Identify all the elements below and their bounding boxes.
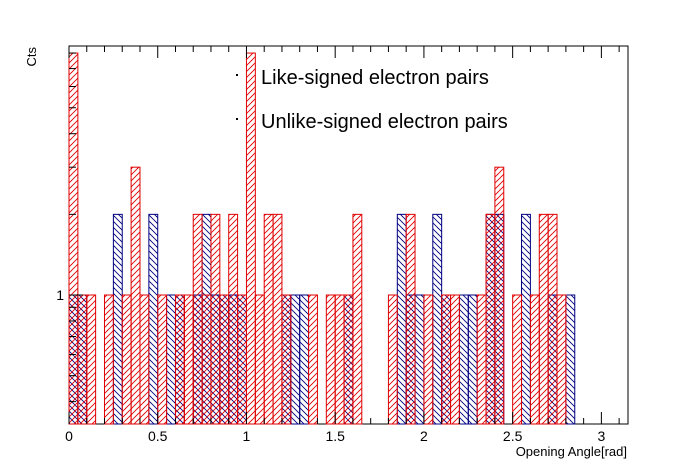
bar-unlike-signed-35 (529, 294, 540, 425)
legend: Like-signed electron pairs Unlike-signed… (236, 67, 508, 133)
bar-unlike-signed-22 (325, 294, 336, 425)
bar-unlike-signed-18 (263, 213, 274, 425)
y-axis-ticks: 1 (56, 52, 83, 403)
bar-like-signed-22 (467, 294, 478, 425)
bar-like-signed-18 (414, 294, 425, 425)
bar-like-signed-14 (299, 294, 310, 425)
bar-unlike-signed-3 (103, 294, 114, 425)
bar-like-signed-19 (432, 213, 443, 425)
bar-unlike-signed-29 (441, 294, 452, 425)
bar-unlike-signed-31 (476, 294, 487, 425)
bar-unlike-signed-24 (343, 294, 354, 425)
bar-unlike-signed-13 (219, 294, 230, 425)
bar-unlike-signed-33 (494, 166, 505, 425)
bar-unlike-signed-15 (237, 294, 247, 425)
legend-label-unlike-signed: Unlike-signed electron pairs (261, 111, 508, 133)
bar-unlike-signed-8 (174, 294, 185, 425)
bar-unlike-signed-1 (77, 294, 88, 425)
bar-unlike-signed-11 (201, 294, 212, 425)
bar-unlike-signed-27 (405, 213, 416, 425)
legend-marker-unlike-signed (236, 118, 238, 120)
x-tick-label-0: 0 (65, 428, 73, 444)
x-tick-label-2: 1 (243, 428, 251, 444)
bar-unlike-signed-25 (352, 213, 363, 425)
legend-marker-like-signed (236, 74, 238, 76)
x-tick-label-3: 1.5 (325, 428, 345, 444)
bar-unlike-signed-23 (334, 294, 345, 425)
y-tick-label-0: 1 (56, 287, 64, 303)
y-axis-title: Cts (24, 47, 39, 67)
x-tick-label-4: 2 (420, 428, 428, 444)
bar-like-signed-21 (458, 294, 469, 425)
bar-unlike-signed-7 (157, 294, 168, 425)
bar-like-signed-25 (521, 213, 531, 425)
bar-unlike-signed-30 (450, 294, 460, 425)
legend-label-like-signed: Like-signed electron pairs (261, 67, 489, 89)
x-tick-label-1: 0.5 (148, 428, 168, 444)
bar-unlike-signed-38 (556, 294, 567, 425)
bar-unlike-signed-14 (228, 213, 239, 425)
bar-unlike-signed-10 (192, 213, 203, 425)
x-axis-title: Opening Angle[rad] (516, 444, 627, 459)
bar-unlike-signed-4 (121, 294, 132, 425)
bar-unlike-signed-16 (245, 52, 256, 425)
bar-unlike-signed-5 (130, 166, 141, 425)
x-axis-ticks: 0 0.5 1 1.5 2 2.5 3 (65, 46, 620, 444)
x-tick-label-5: 2.5 (503, 428, 523, 444)
bar-unlike-signed-2 (86, 294, 97, 425)
series-unlike-signed (68, 52, 567, 425)
bar-like-signed-4 (166, 294, 176, 425)
bar-unlike-signed-34 (512, 294, 523, 425)
bar-unlike-signed-12 (210, 213, 221, 425)
bar-unlike-signed-19 (272, 213, 283, 425)
bar-like-signed-13 (290, 294, 301, 425)
bar-unlike-signed-37 (547, 213, 558, 425)
bar-unlike-signed-17 (254, 294, 265, 425)
bar-unlike-signed-28 (423, 294, 434, 425)
bar-like-signed-16 (396, 213, 407, 425)
bar-like-signed-27 (565, 294, 576, 425)
bar-unlike-signed-0 (68, 52, 79, 425)
x-tick-label-6: 3 (597, 428, 605, 444)
bar-unlike-signed-26 (387, 294, 398, 425)
bar-unlike-signed-21 (308, 294, 318, 425)
bar-unlike-signed-20 (281, 294, 292, 425)
bar-unlike-signed-9 (183, 294, 194, 425)
bar-like-signed-3 (148, 213, 159, 425)
bar-unlike-signed-36 (538, 213, 549, 425)
bar-unlike-signed-32 (485, 213, 496, 425)
bar-unlike-signed-6 (139, 294, 150, 425)
bar-like-signed-2 (112, 213, 123, 425)
